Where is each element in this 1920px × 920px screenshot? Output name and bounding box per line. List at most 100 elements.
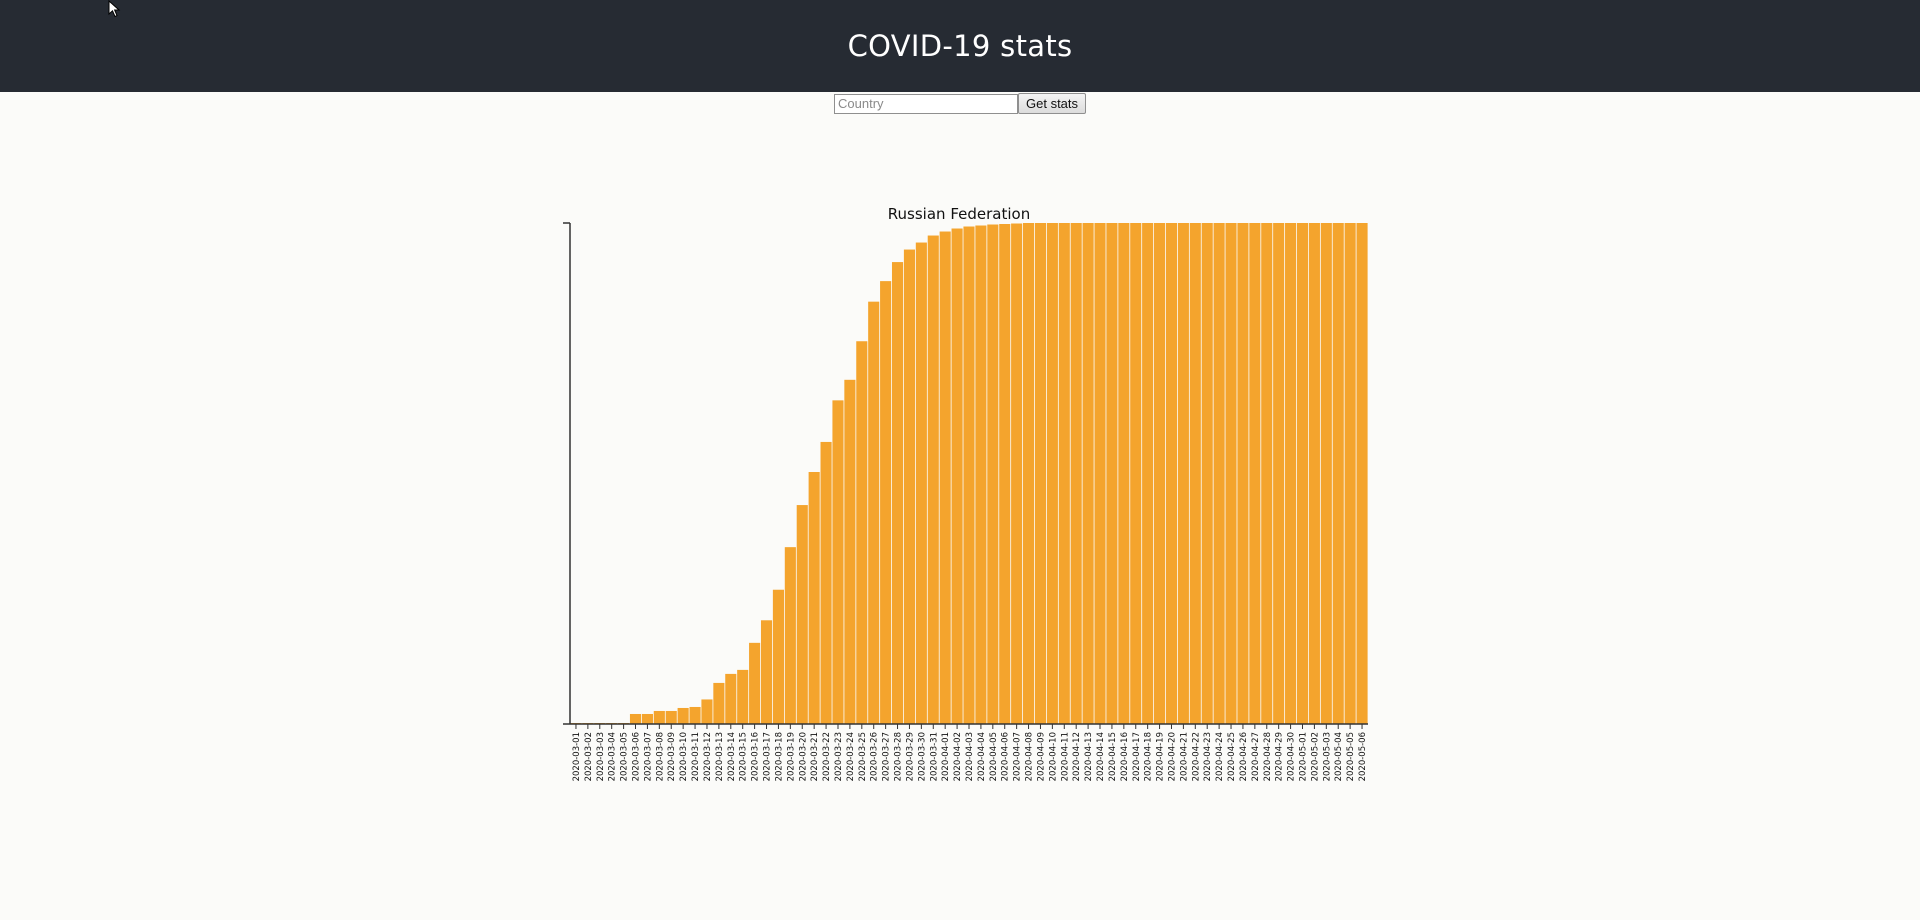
x-tick-label: 2020-04-06 — [1001, 732, 1011, 781]
x-tick-label: 2020-05-03 — [1322, 732, 1332, 781]
bar-2020-04-24 — [1213, 223, 1225, 724]
x-tick-label: 2020-03-11 — [691, 732, 701, 781]
chart-title: Russian Federation — [888, 205, 1030, 223]
x-tick-label: 2020-03-13 — [715, 732, 725, 781]
bar-2020-04-13 — [1082, 223, 1094, 724]
x-tick-label: 2020-04-28 — [1263, 732, 1273, 781]
bar-2020-05-05 — [1344, 223, 1356, 724]
bar-2020-03-30 — [915, 242, 927, 725]
x-tick-label: 2020-04-02 — [953, 732, 963, 781]
bar-2020-04-02 — [951, 228, 963, 724]
x-tick-label: 2020-05-01 — [1298, 732, 1308, 781]
bar-2020-04-15 — [1106, 223, 1118, 724]
page-title: COVID-19 stats — [847, 29, 1073, 63]
bar-2020-04-19 — [1154, 223, 1166, 724]
bar-2020-03-26 — [868, 301, 880, 724]
x-tick-label: 2020-04-10 — [1048, 732, 1058, 781]
x-tick-label: 2020-04-05 — [989, 732, 999, 781]
bar-2020-04-09 — [1034, 223, 1047, 724]
x-tick-label: 2020-03-23 — [834, 732, 844, 781]
x-tick-label: 2020-03-12 — [703, 732, 713, 781]
x-tick-label: 2020-03-02 — [584, 732, 594, 781]
bar-2020-04-11 — [1058, 223, 1070, 724]
x-tick-label: 2020-04-23 — [1203, 732, 1213, 781]
x-tick-label: 2020-04-19 — [1156, 732, 1166, 781]
bar-2020-03-12 — [701, 699, 713, 724]
x-tick-label: 2020-05-06 — [1358, 732, 1368, 781]
bar-2020-04-10 — [1046, 223, 1058, 724]
bar-2020-04-17 — [1130, 223, 1142, 724]
x-tick-label: 2020-04-04 — [977, 732, 987, 781]
x-tick-label: 2020-03-15 — [739, 732, 749, 781]
bar-2020-04-05 — [987, 224, 999, 724]
bar-2020-03-24 — [844, 379, 856, 724]
x-tick-label: 2020-03-31 — [929, 732, 939, 781]
x-tick-label: 2020-04-24 — [1215, 732, 1225, 781]
bar-2020-03-15 — [737, 669, 749, 724]
x-tick-label: 2020-04-01 — [941, 732, 951, 781]
bar-2020-03-22 — [820, 441, 832, 724]
bar-2020-04-28 — [1261, 223, 1273, 724]
bar-2020-04-25 — [1225, 223, 1237, 724]
bar-2020-04-14 — [1094, 223, 1106, 724]
x-tick-label: 2020-03-03 — [596, 732, 606, 781]
x-tick-label: 2020-03-06 — [632, 732, 642, 781]
x-tick-label: 2020-04-26 — [1239, 732, 1249, 781]
bar-2020-04-01 — [939, 231, 951, 724]
bar-2020-03-07 — [641, 713, 653, 724]
x-tick-label: 2020-03-05 — [620, 732, 630, 781]
bar-2020-04-18 — [1142, 223, 1154, 724]
bar-2020-04-23 — [1201, 223, 1213, 724]
bar-2020-03-09 — [665, 710, 677, 724]
bar-2020-04-30 — [1285, 223, 1297, 724]
x-tick-label: 2020-04-20 — [1167, 732, 1177, 781]
x-tick-label: 2020-03-22 — [822, 732, 832, 781]
bar-2020-04-22 — [1189, 223, 1201, 724]
x-tick-label: 2020-03-30 — [917, 732, 927, 781]
bar-2020-03-25 — [856, 341, 868, 724]
x-tick-label: 2020-03-29 — [905, 732, 915, 781]
search-bar: Get stats — [834, 93, 1087, 114]
x-tick-label: 2020-03-19 — [786, 732, 796, 781]
bar-2020-04-03 — [963, 226, 975, 724]
bar-2020-03-11 — [689, 706, 701, 724]
bar-2020-04-08 — [1023, 223, 1035, 724]
bar-2020-03-08 — [653, 710, 665, 724]
bar-2020-04-07 — [1011, 223, 1023, 724]
x-tick-label: 2020-04-15 — [1108, 732, 1118, 781]
bar-2020-03-19 — [784, 547, 796, 724]
x-tick-label: 2020-03-01 — [572, 732, 582, 781]
x-tick-label: 2020-04-14 — [1096, 732, 1106, 781]
x-tick-label: 2020-04-08 — [1025, 732, 1035, 781]
x-tick-label: 2020-04-17 — [1132, 732, 1142, 781]
x-tick-label: 2020-04-18 — [1144, 732, 1154, 781]
bar-2020-05-06 — [1356, 223, 1368, 724]
bar-2020-05-01 — [1296, 223, 1309, 724]
mouse-cursor-icon — [108, 0, 121, 18]
bar-2020-04-21 — [1177, 223, 1189, 724]
x-tick-label: 2020-04-07 — [1013, 732, 1023, 781]
get-stats-button[interactable]: Get stats — [1018, 93, 1087, 114]
x-tick-label: 2020-05-04 — [1334, 732, 1344, 781]
x-tick-label: 2020-03-21 — [810, 732, 820, 781]
bar-2020-05-03 — [1320, 223, 1332, 724]
x-tick-label: 2020-04-03 — [965, 732, 975, 781]
x-tick-label: 2020-03-27 — [882, 732, 892, 781]
x-tick-label: 2020-04-11 — [1060, 732, 1070, 781]
bar-2020-03-16 — [749, 642, 761, 724]
bar-2020-03-20 — [796, 505, 808, 724]
x-tick-label: 2020-03-16 — [751, 732, 761, 781]
bar-2020-03-27 — [880, 281, 892, 724]
bar-2020-05-02 — [1308, 223, 1320, 724]
bar-2020-04-27 — [1249, 223, 1261, 724]
x-tick-label: 2020-04-29 — [1275, 732, 1285, 781]
x-tick-label: 2020-04-30 — [1287, 732, 1297, 781]
bar-2020-04-04 — [975, 225, 987, 724]
x-axis-ticks: 2020-03-01 2020-03-02 2020-03-03 2020-03-04… — [572, 724, 1368, 781]
x-tick-label: 2020-04-12 — [1072, 732, 1082, 781]
x-tick-label: 2020-04-27 — [1251, 732, 1261, 781]
x-tick-label: 2020-04-09 — [1036, 732, 1046, 781]
country-input[interactable] — [834, 93, 1018, 114]
